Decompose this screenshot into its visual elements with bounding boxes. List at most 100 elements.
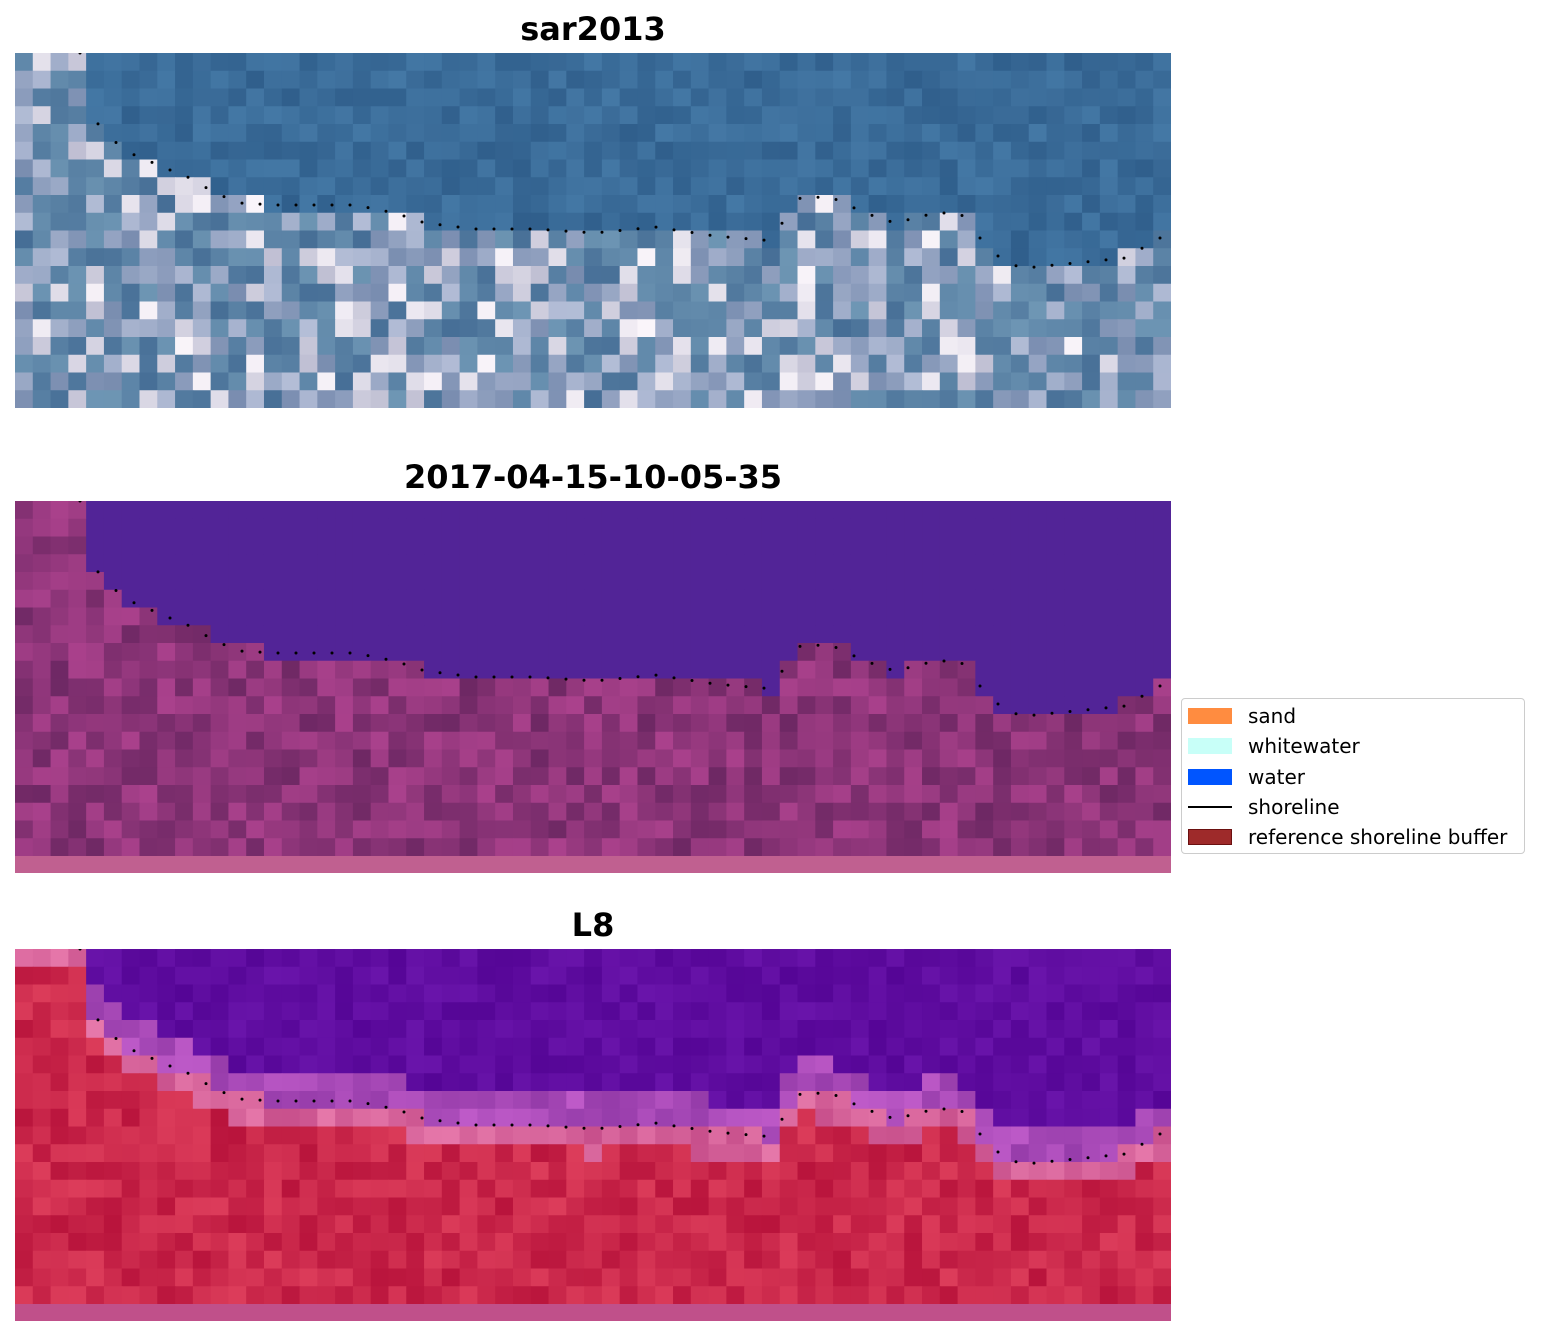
image-pixel <box>246 1286 265 1305</box>
image-pixel <box>86 230 105 249</box>
image-pixel <box>281 1144 301 1163</box>
sar-image-panel <box>15 53 1171 408</box>
image-pixel <box>15 1073 34 1092</box>
image-pixel <box>1135 1108 1154 1128</box>
image-pixel <box>15 1108 34 1128</box>
image-pixel <box>708 643 727 662</box>
image-pixel <box>210 354 230 374</box>
image-pixel <box>726 266 745 285</box>
image-pixel <box>388 159 407 178</box>
image-pixel <box>619 678 639 697</box>
image-pixel <box>1153 949 1171 968</box>
image-pixel <box>886 1144 905 1163</box>
image-pixel <box>299 230 318 249</box>
image-pixel <box>68 230 87 249</box>
image-pixel <box>690 589 710 609</box>
image-pixel <box>192 1268 212 1287</box>
image-pixel <box>281 1197 301 1216</box>
image-pixel <box>1046 966 1065 986</box>
image-pixel <box>1153 1091 1171 1110</box>
shoreline-dot <box>942 211 946 215</box>
image-pixel <box>601 124 621 143</box>
shoreline-dot <box>276 203 280 207</box>
image-pixel <box>281 1091 301 1110</box>
image-pixel <box>939 1073 959 1092</box>
image-pixel <box>370 1215 390 1234</box>
image-pixel <box>1028 731 1048 751</box>
image-pixel <box>708 1091 727 1110</box>
image-pixel <box>530 1002 550 1021</box>
image-pixel <box>139 390 158 408</box>
image-pixel <box>228 53 247 72</box>
image-pixel <box>708 554 727 573</box>
image-pixel <box>477 1215 496 1234</box>
image-pixel <box>868 159 888 178</box>
image-pixel <box>317 1286 336 1305</box>
image-pixel <box>850 501 870 520</box>
image-pixel <box>246 554 265 573</box>
image-pixel <box>441 1126 461 1145</box>
image-pixel <box>317 949 336 968</box>
image-pixel <box>939 1126 959 1145</box>
image-pixel <box>797 159 816 178</box>
image-pixel <box>228 319 247 338</box>
image-pixel <box>939 696 959 715</box>
shoreline-dot <box>1032 1161 1036 1165</box>
image-pixel <box>939 88 959 107</box>
image-pixel <box>975 53 994 72</box>
image-pixel <box>32 88 52 107</box>
image-pixel <box>993 1268 1012 1287</box>
image-pixel <box>744 1286 763 1305</box>
image-pixel <box>228 767 247 786</box>
image-pixel <box>192 390 212 408</box>
image-pixel <box>228 572 247 591</box>
image-pixel <box>815 767 834 786</box>
image-pixel <box>637 643 656 662</box>
shoreline-dot <box>1014 1160 1018 1164</box>
image-pixel <box>957 266 976 285</box>
image-pixel <box>32 159 52 178</box>
image-pixel <box>317 212 336 232</box>
image-pixel <box>15 1020 34 1039</box>
image-pixel <box>868 643 888 662</box>
image-pixel <box>868 53 888 72</box>
image-pixel <box>388 301 407 320</box>
image-pixel <box>975 1268 994 1287</box>
image-pixel <box>157 625 176 644</box>
image-pixel <box>797 372 816 391</box>
image-pixel <box>68 820 87 839</box>
image-pixel <box>975 70 994 90</box>
image-pixel <box>299 70 318 90</box>
image-pixel <box>15 1162 34 1181</box>
shoreline-dot <box>186 1071 190 1075</box>
image-pixel <box>335 1055 354 1074</box>
image-pixel <box>1082 1162 1101 1181</box>
image-pixel <box>139 678 158 697</box>
image-pixel <box>1010 141 1030 161</box>
image-pixel <box>157 106 176 125</box>
image-pixel <box>477 589 496 609</box>
image-pixel <box>50 767 69 786</box>
image-pixel <box>246 1144 265 1163</box>
image-pixel <box>103 1197 123 1216</box>
image-pixel <box>584 625 603 644</box>
image-pixel <box>1153 1268 1171 1287</box>
image-pixel <box>121 802 141 822</box>
image-pixel <box>708 966 727 986</box>
shoreline-dot <box>132 153 136 157</box>
image-pixel <box>815 696 834 715</box>
image-pixel <box>263 1197 283 1216</box>
image-pixel <box>175 678 194 697</box>
image-pixel <box>833 678 852 697</box>
image-pixel <box>601 1268 621 1287</box>
image-pixel <box>263 714 283 733</box>
image-pixel <box>157 714 176 733</box>
image-pixel <box>441 966 461 986</box>
image-pixel <box>833 283 852 303</box>
image-pixel <box>15 159 34 178</box>
image-pixel <box>1153 1197 1171 1216</box>
image-pixel <box>192 696 212 715</box>
image-pixel <box>1064 554 1083 573</box>
image-pixel <box>584 1197 603 1216</box>
image-pixel <box>993 230 1012 249</box>
